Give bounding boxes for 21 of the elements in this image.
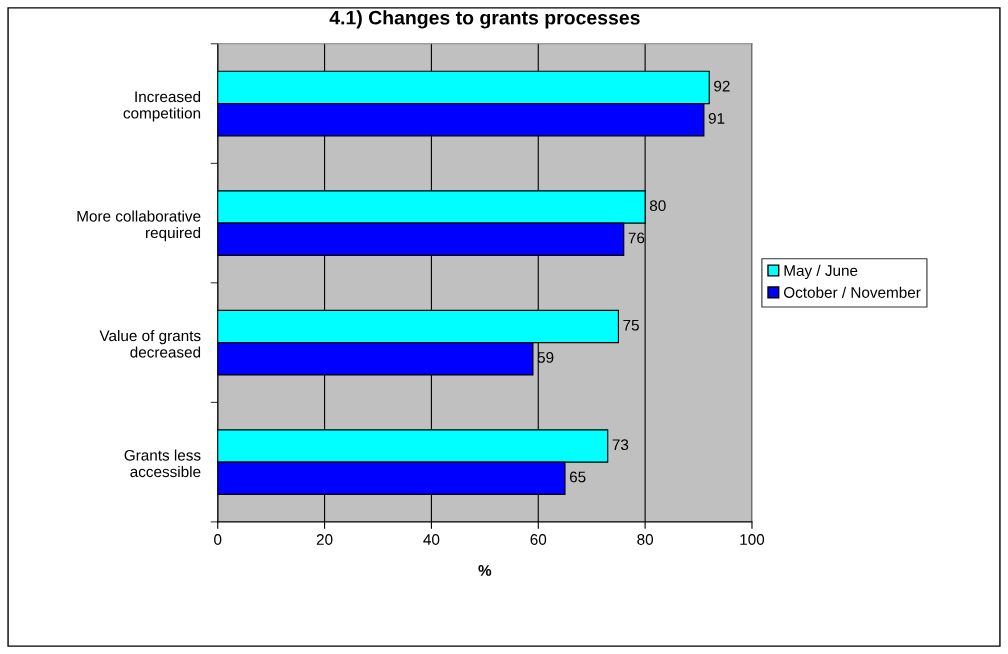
x-tick-label: 60 [530,534,547,545]
y-tick-label: Value of grants decreased [99,329,201,358]
data-label: 75 [623,319,639,331]
data-label: 65 [569,471,586,483]
legend-label: October / November [784,286,921,298]
x-tick-label: 40 [423,534,440,545]
data-label: 91 [708,112,725,124]
legend-label: May / June [784,264,858,280]
y-tick-label: Grants less accessible [124,449,201,478]
x-axis-title: % [478,565,492,576]
chart-title: 4.1) Changes to grants processes [329,10,640,29]
data-label: 92 [714,80,730,92]
data-label: 76 [628,232,645,244]
x-tick-label: 20 [316,534,333,545]
y-tick-label: More collaborative required [77,210,201,242]
data-label: 73 [612,439,629,451]
y-tick-label: Increased competition [123,90,201,122]
data-label: 80 [649,200,666,212]
x-tick-label: 0 [214,534,222,545]
x-tick-label: 100 [740,534,765,545]
x-tick-label: 80 [637,534,654,545]
